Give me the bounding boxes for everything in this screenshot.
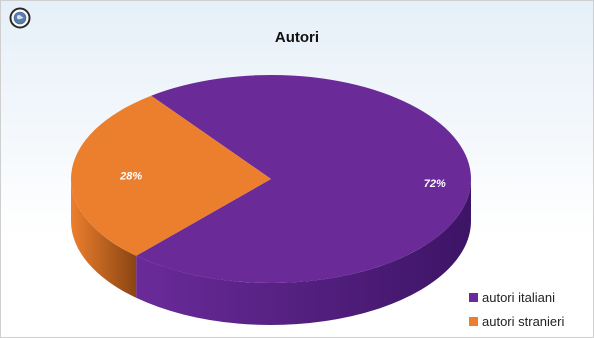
legend-label-autori-italiani: autori italiani — [482, 289, 555, 305]
pie-side-autori-italiani — [136, 179, 471, 325]
pie-slice-autori-italiani — [136, 75, 471, 283]
legend-item-autori-italiani: autori italiani — [469, 287, 564, 307]
legend: autori italiani autori stranieri — [469, 287, 564, 335]
data-label-autori-stranieri: 28% — [119, 170, 142, 182]
legend-swatch-autori-stranieri — [469, 316, 478, 326]
chart-title: Autori — [274, 29, 320, 46]
data-label-autori-italiani: 72% — [424, 178, 446, 190]
pie-slice-autori-stranieri — [70, 95, 271, 256]
globe-icon — [9, 7, 31, 29]
legend-label-autori-stranieri: autori stranieri — [482, 313, 565, 329]
legend-item-autori-stranieri: autori stranieri — [469, 311, 564, 331]
pie-side-autori-stranieri — [71, 179, 137, 298]
legend-swatch-autori-italiani — [469, 292, 478, 302]
